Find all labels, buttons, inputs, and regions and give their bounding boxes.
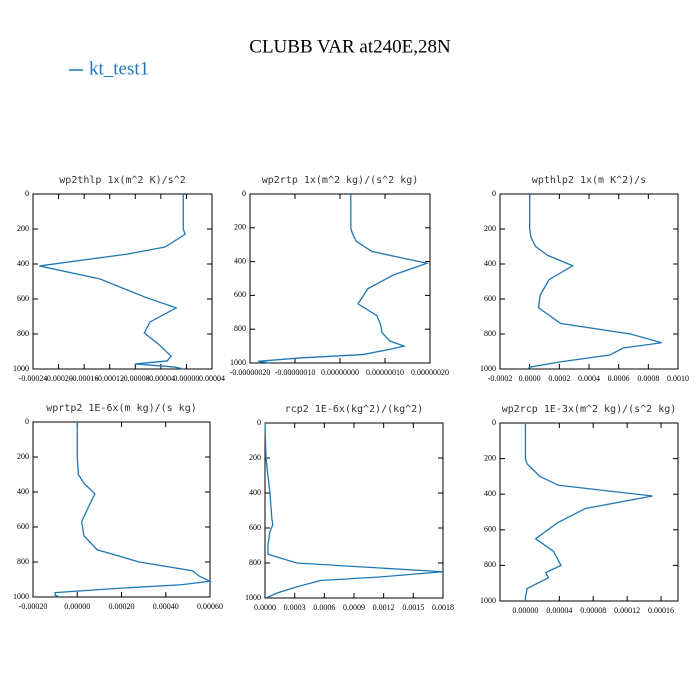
x-tick-label: 0.0012	[373, 603, 395, 612]
profile-line	[258, 194, 430, 364]
x-tick-label: 0.0010	[667, 374, 689, 383]
y-tick-label: 400	[17, 259, 29, 268]
y-tick-label: 400	[484, 259, 496, 268]
y-tick-label: 600	[234, 290, 246, 299]
y-tick-label: 0	[492, 418, 496, 427]
x-tick-label: 0.0002	[548, 374, 570, 383]
panel-title: wp2thlp 1x(m^2 K)/s^2	[59, 175, 185, 186]
plot-frame	[32, 193, 213, 370]
x-tick-label: 0.0008	[637, 374, 659, 383]
x-tick-label: 0.00000010	[366, 368, 404, 377]
y-tick-label: 200	[484, 224, 496, 233]
x-tick-label: 0.00000	[512, 606, 538, 615]
x-tick-label: -0.00020	[44, 374, 73, 383]
x-tick-label: -0.0002	[488, 374, 513, 383]
y-tick-label: 1000	[245, 593, 261, 602]
x-tick-label: -0.00004	[147, 374, 176, 383]
x-tick-label: 0.00004	[199, 374, 225, 383]
x-tick-label: 0.0009	[343, 603, 365, 612]
x-tick-label: 0.0018	[432, 603, 454, 612]
x-tick-label: -0.00008	[121, 374, 150, 383]
y-tick-label: 200	[249, 453, 261, 462]
y-tick-label: 0	[242, 189, 246, 198]
y-tick-label: 0	[492, 189, 496, 198]
plot-frame	[499, 422, 679, 602]
x-tick-label: 0.00020	[109, 602, 135, 611]
x-tick-label: 0.00016	[648, 606, 674, 615]
y-tick-label: 1000	[480, 596, 496, 605]
panel-title: rcp2 1E-6x(kg^2)/(kg^2)	[285, 404, 423, 415]
profile-line	[524, 423, 653, 601]
x-tick-label: 0.00000020	[411, 368, 449, 377]
y-tick-label: 200	[484, 453, 496, 462]
y-tick-label: 600	[17, 522, 29, 531]
y-tick-label: 400	[249, 488, 261, 497]
plot-frame	[264, 422, 444, 599]
x-tick-label: -0.00000010	[275, 368, 316, 377]
x-tick-label: -0.00024	[19, 374, 48, 383]
legend-label: kt_test1	[89, 58, 149, 79]
y-tick-label: 200	[17, 224, 29, 233]
y-tick-label: 600	[249, 523, 261, 532]
y-tick-label: 800	[484, 560, 496, 569]
y-tick-label: 1000	[480, 364, 496, 373]
y-tick-label: 800	[484, 329, 496, 338]
plot-frame	[249, 193, 431, 364]
page-title: CLUBB VAR at240E,28N	[249, 36, 451, 57]
y-tick-label: 400	[17, 487, 29, 496]
x-tick-label: -0.00000020	[230, 368, 271, 377]
y-tick-label: 0	[257, 418, 261, 427]
x-tick-label: 0.0004	[578, 374, 600, 383]
x-tick-label: 0.0006	[313, 603, 335, 612]
profile-line	[527, 194, 662, 370]
x-tick-label: -0.00012	[95, 374, 124, 383]
y-tick-label: 600	[17, 294, 29, 303]
y-tick-label: 800	[234, 324, 246, 333]
x-tick-label: 0.0015	[402, 603, 424, 612]
y-tick-label: 600	[484, 525, 496, 534]
x-tick-label: 0.00000	[173, 374, 199, 383]
x-tick-label: 0.0003	[284, 603, 306, 612]
y-tick-label: 0	[25, 417, 29, 426]
y-tick-label: 200	[17, 452, 29, 461]
panel-title: wp2rcp 1E-3x(m^2 kg)/(s^2 kg)	[502, 404, 677, 415]
y-tick-label: 800	[249, 558, 261, 567]
panel-title: wprtp2 1E-6x(m kg)/(s kg)	[46, 403, 197, 414]
y-tick-label: 400	[484, 489, 496, 498]
y-tick-label: 1000	[230, 358, 246, 367]
x-tick-label: 0.00004	[546, 606, 572, 615]
profile-line	[54, 422, 213, 598]
y-tick-label: 0	[25, 189, 29, 198]
x-tick-label: 0.00008	[580, 606, 606, 615]
plot-frame	[499, 193, 679, 370]
panel-title: wpthlp2 1x(m K^2)/s	[532, 175, 646, 186]
x-tick-label: -0.00020	[19, 602, 48, 611]
x-tick-label: 0.00040	[153, 602, 179, 611]
profile-line	[264, 422, 444, 599]
x-tick-label: 0.00012	[614, 606, 640, 615]
x-tick-label: 0.0000	[254, 603, 276, 612]
y-tick-label: 1000	[13, 364, 29, 373]
y-tick-label: 200	[234, 223, 246, 232]
x-tick-label: 0.00060	[197, 602, 223, 611]
x-tick-label: 0.0000	[519, 374, 541, 383]
plot-frame	[32, 421, 211, 598]
y-tick-label: 800	[17, 329, 29, 338]
y-tick-label: 1000	[13, 592, 29, 601]
y-tick-label: 800	[17, 557, 29, 566]
x-tick-label: -0.00016	[70, 374, 99, 383]
y-tick-label: 600	[484, 294, 496, 303]
x-tick-label: 0.0006	[608, 374, 630, 383]
x-tick-label: 0.00000	[64, 602, 90, 611]
y-tick-label: 400	[234, 256, 246, 265]
profile-line	[39, 194, 186, 370]
panel-title: wp2rtp 1x(m^2 kg)/(s^2 kg)	[262, 175, 419, 186]
x-tick-label: 0.00000000	[321, 368, 359, 377]
